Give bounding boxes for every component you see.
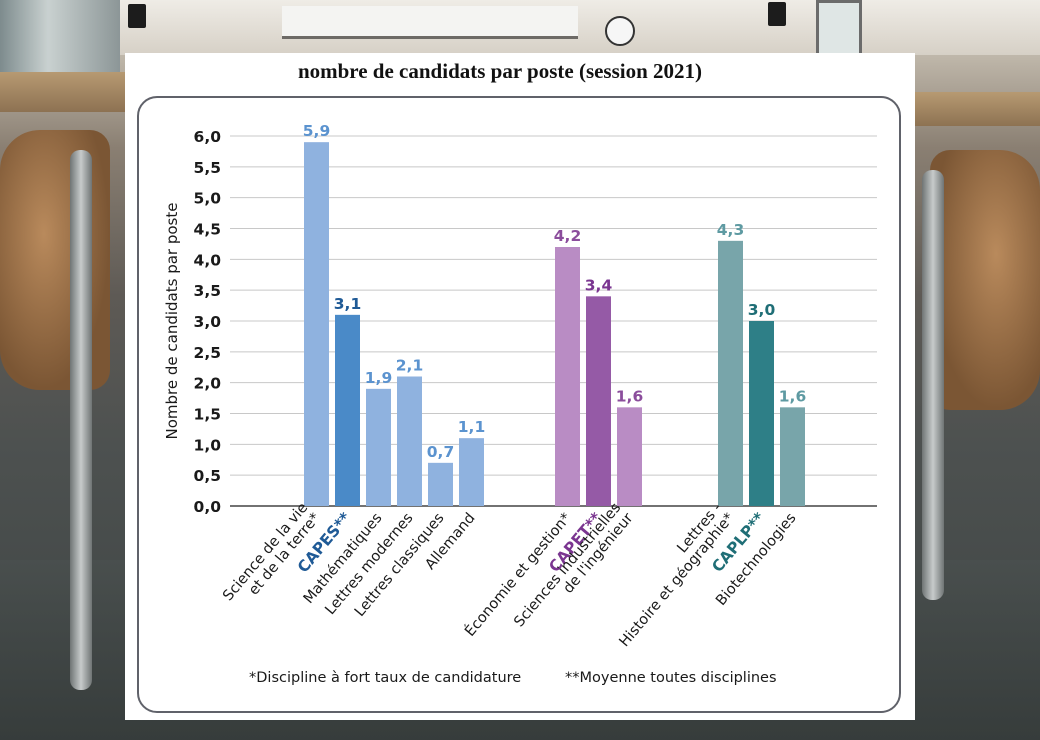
background-projector-screen — [282, 6, 578, 39]
bar — [586, 296, 611, 506]
y-tick-label: 1,0 — [194, 436, 222, 454]
background-chair-right — [930, 150, 1040, 410]
background-chair-leg-left — [70, 150, 92, 690]
data-label: 2,1 — [396, 357, 423, 375]
y-tick-label: 4,5 — [194, 221, 221, 239]
bar — [397, 376, 422, 506]
bar — [780, 407, 805, 506]
data-label: 3,4 — [585, 276, 613, 294]
chart-title: nombre de candidats par poste (session 2… — [297, 59, 703, 83]
y-tick-label: 2,0 — [194, 375, 222, 393]
bar — [366, 388, 391, 506]
y-tick-label: 3,0 — [194, 313, 222, 331]
data-label: 0,7 — [427, 443, 454, 461]
data-label: 1,9 — [365, 369, 392, 387]
bar — [304, 142, 329, 506]
data-label: 5,9 — [303, 122, 330, 140]
bar — [459, 438, 484, 506]
bar — [555, 247, 580, 506]
data-label: 3,0 — [748, 301, 776, 319]
data-label: 1,6 — [779, 387, 806, 405]
data-label: 4,2 — [554, 227, 581, 245]
background-speaker-right — [768, 2, 786, 26]
chart-panel: nombre de candidats par poste (session 2… — [125, 53, 915, 720]
bar — [335, 314, 360, 506]
data-label: 1,6 — [616, 387, 643, 405]
footnote-high-demand: *Discipline à fort taux de candidature — [249, 670, 522, 686]
bar — [428, 462, 453, 506]
bar-chart: 0,0 0,5 1,0 1,5 2,0 2,5 3,0 3,5 4,0 4,5 5,0 5,5 6,0 N… — [163, 122, 877, 650]
chart-frame — [137, 96, 901, 713]
background-desk-right — [914, 92, 1040, 126]
y-tick-label: 2,5 — [194, 344, 221, 362]
footnote-average: **Moyenne toutes disciplines — [565, 670, 777, 686]
y-tick-label: 6,0 — [194, 128, 222, 146]
data-label: 3,1 — [334, 295, 361, 313]
y-tick-label: 3,5 — [194, 282, 221, 300]
bar — [718, 240, 743, 507]
y-tick-label: 0,5 — [194, 467, 221, 485]
y-tick-label: 5,5 — [194, 159, 221, 177]
y-tick-label: 1,5 — [194, 406, 221, 424]
bar — [749, 321, 774, 506]
background-desk-left — [0, 72, 128, 112]
y-tick-label: 4,0 — [194, 251, 222, 269]
background-chair-left — [0, 130, 110, 390]
background-window-right — [816, 0, 862, 61]
data-label: 1,1 — [458, 418, 485, 436]
y-tick-label: 0,0 — [194, 498, 222, 516]
background-chair-leg-right — [922, 170, 944, 600]
data-label: 4,3 — [717, 221, 744, 239]
background-clock — [605, 16, 635, 46]
background-speaker-left — [128, 4, 146, 28]
y-tick-label: 5,0 — [194, 190, 222, 208]
bar — [617, 407, 642, 506]
y-axis-label: Nombre de candidats par poste — [163, 203, 181, 440]
